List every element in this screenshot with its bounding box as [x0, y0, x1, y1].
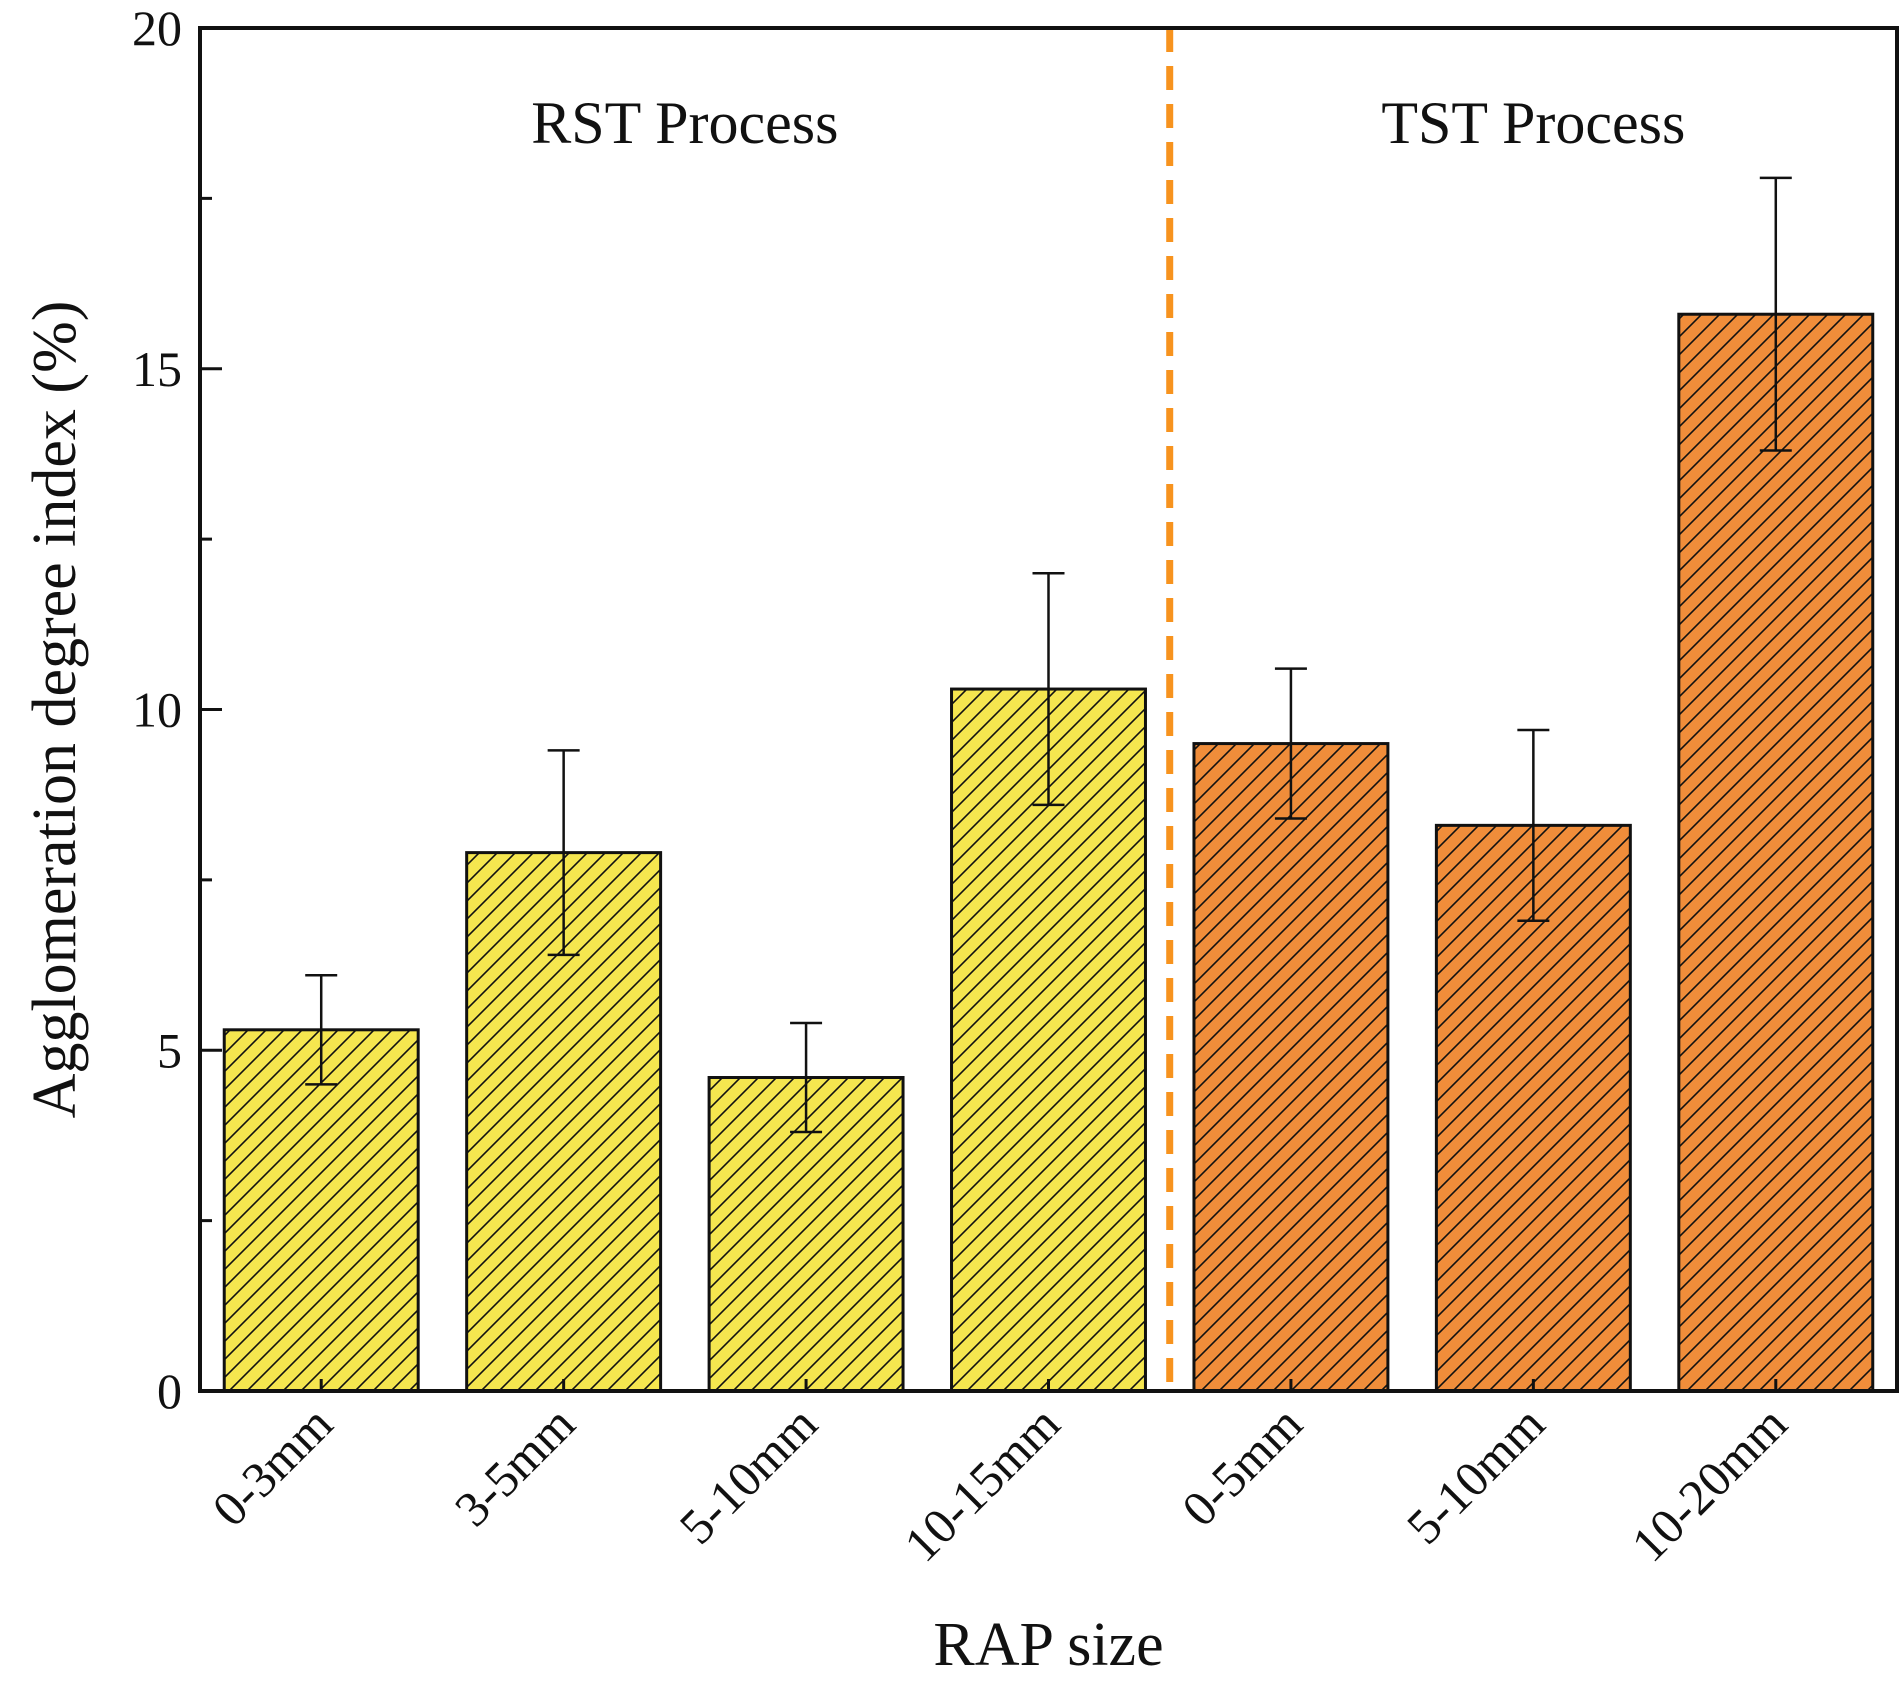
error-bar-6 — [1759, 176, 1792, 452]
error-bar-5 — [1517, 728, 1550, 923]
x-category-label: 3-5mm — [444, 1395, 586, 1537]
x-category-label: 10-20mm — [1620, 1395, 1797, 1572]
y-tick-label: 0 — [157, 1363, 182, 1419]
error-bar-0 — [305, 974, 338, 1086]
error-bars-layer — [305, 176, 1792, 1134]
bars-layer — [222, 312, 1875, 1393]
x-axis: 0-3mm 3-5mm 5-10mm 10-15mm 0-5mm 5-10mm 10-20m… — [201, 1379, 1798, 1572]
error-bar-4 — [1274, 667, 1307, 820]
error-bar-2 — [790, 1021, 823, 1134]
x-category-label: 0-5mm — [1171, 1395, 1313, 1537]
y-axis-title: Agglomeration degree index (%) — [21, 301, 89, 1119]
x-category-label: 5-10mm — [668, 1395, 827, 1554]
y-tick-label: 5 — [157, 1022, 182, 1078]
y-tick-label: 10 — [132, 682, 182, 738]
x-axis-title: RAP size — [933, 1611, 1163, 1679]
error-bar-1 — [547, 749, 580, 957]
group-label-rst: RST Process — [531, 90, 838, 156]
error-bar-3 — [1032, 571, 1065, 807]
bar-hatch — [1677, 312, 1875, 1393]
bar-hatch — [1192, 742, 1390, 1393]
bar-0-5mm-4 — [1192, 742, 1390, 1393]
x-category-label: 0-3mm — [201, 1395, 343, 1537]
bar-hatch — [222, 1028, 420, 1393]
y-axis: 0 5 10 15 20 — [132, 0, 222, 1419]
x-category-label: 5-10mm — [1396, 1395, 1555, 1554]
bar-0-3mm-0 — [222, 1028, 420, 1393]
y-tick-label: 20 — [132, 0, 182, 56]
x-category-label: 10-15mm — [893, 1395, 1070, 1572]
group-label-tst: TST Process — [1381, 90, 1685, 156]
bar-10-20mm-6 — [1677, 312, 1875, 1393]
y-tick-label: 15 — [132, 341, 182, 397]
